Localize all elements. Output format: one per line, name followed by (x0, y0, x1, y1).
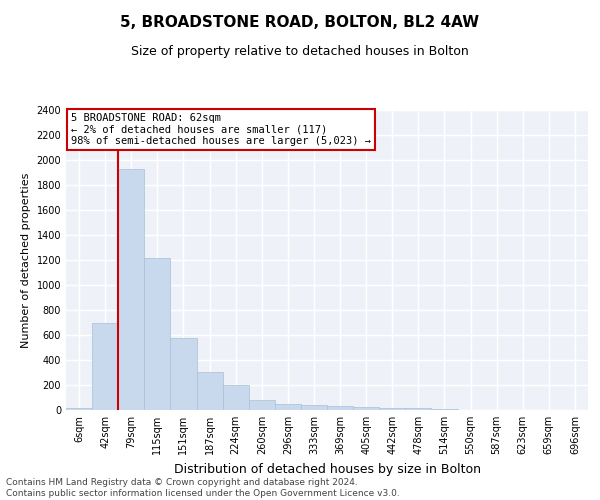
Bar (379, 408, 406, 410)
Bar (145, 258, 170, 410)
Bar (353, 407, 379, 410)
Bar (66, 408, 92, 410)
Bar (301, 405, 327, 410)
Bar (327, 406, 353, 410)
Text: Contains HM Land Registry data © Crown copyright and database right 2024.
Contai: Contains HM Land Registry data © Crown c… (6, 478, 400, 498)
Bar (118, 169, 145, 410)
X-axis label: Distribution of detached houses by size in Bolton: Distribution of detached houses by size … (173, 462, 481, 475)
Bar (170, 338, 197, 410)
Bar (249, 400, 275, 410)
Bar (275, 404, 301, 410)
Y-axis label: Number of detached properties: Number of detached properties (21, 172, 31, 348)
Bar (197, 372, 223, 410)
Text: 5, BROADSTONE ROAD, BOLTON, BL2 4AW: 5, BROADSTONE ROAD, BOLTON, BL2 4AW (121, 15, 479, 30)
Bar (223, 385, 249, 410)
Text: Size of property relative to detached houses in Bolton: Size of property relative to detached ho… (131, 45, 469, 58)
Text: 5 BROADSTONE ROAD: 62sqm
← 2% of detached houses are smaller (117)
98% of semi-d: 5 BROADSTONE ROAD: 62sqm ← 2% of detache… (71, 113, 371, 146)
Bar (92, 322, 118, 410)
Bar (406, 408, 431, 410)
